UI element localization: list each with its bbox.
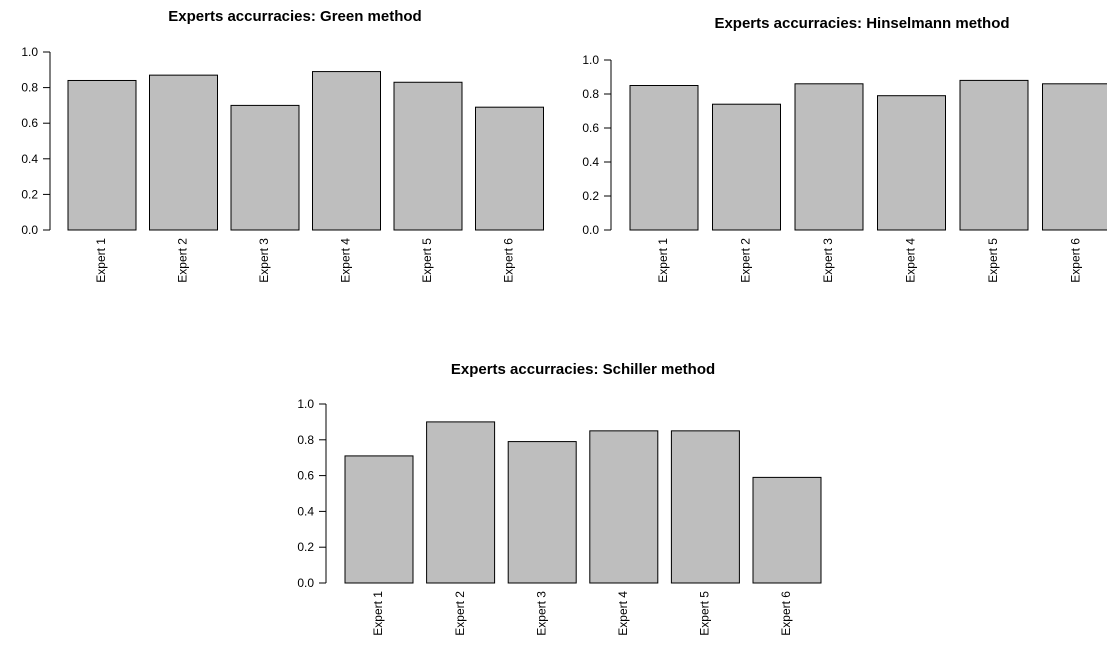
bar-1 (67, 79, 137, 231)
y-tick-label: 0.8 (582, 87, 599, 101)
category-label: Expert 1 (371, 591, 385, 636)
category-label: Expert 2 (176, 238, 190, 283)
category-label: Expert 3 (821, 238, 835, 283)
category-label: Expert 5 (698, 591, 712, 636)
category-label: Expert 6 (502, 238, 516, 283)
category-label: Expert 6 (779, 591, 793, 636)
category-label: Expert 3 (534, 591, 548, 636)
bar-5 (959, 79, 1029, 231)
y-tick-label: 0.2 (21, 187, 38, 201)
category-label: Expert 6 (1069, 238, 1083, 283)
y-tick-label: 0.4 (582, 155, 599, 169)
y-tick-label: 0.8 (21, 81, 38, 95)
y-tick-label: 1.0 (582, 53, 599, 67)
bar-2 (426, 421, 496, 584)
category-label: Expert 5 (986, 238, 1000, 283)
category-label: Expert 4 (616, 591, 630, 636)
bar-6 (752, 476, 822, 584)
y-tick-label: 0.2 (297, 540, 314, 554)
y-tick-label: 0.4 (21, 152, 38, 166)
category-label: Expert 5 (420, 238, 434, 283)
y-tick-label: 0.6 (582, 121, 599, 135)
bar-4 (589, 430, 659, 584)
chart-3: Experts accurracies: Schiller method 0.0 0… (297, 361, 822, 636)
category-label: Expert 1 (656, 238, 670, 283)
chart-title: Experts accurracies: Green method (168, 8, 421, 25)
chart-1: Experts accurracies: Green method 0.0 0.2 0… (21, 8, 544, 283)
bar-2 (149, 74, 218, 231)
y-tick-label: 1.0 (297, 397, 314, 411)
bar-3 (230, 104, 300, 231)
bar-6 (1042, 83, 1107, 231)
bar-5 (393, 81, 463, 231)
bar-6 (475, 106, 544, 231)
y-tick-label: 0.2 (582, 189, 599, 203)
category-label: Expert 1 (94, 238, 108, 283)
y-tick-label: 0.6 (21, 116, 38, 130)
y-tick-label: 0.8 (297, 433, 314, 447)
y-tick-label: 0.0 (21, 223, 38, 237)
category-label: Expert 4 (339, 238, 353, 283)
bar-3 (507, 441, 577, 584)
bar-5 (670, 430, 740, 584)
bar-4 (312, 71, 381, 231)
y-tick-label: 0.0 (297, 576, 314, 590)
chart-title: Experts accurracies: Schiller method (451, 361, 715, 378)
category-label: Expert 2 (453, 591, 467, 636)
bar-1 (344, 455, 414, 584)
category-label: Expert 4 (904, 238, 918, 283)
category-label: Expert 3 (257, 238, 271, 283)
y-tick-label: 0.0 (582, 223, 599, 237)
chart-title: Experts accurracies: Hinselmann method (714, 15, 1009, 32)
chart-2: Experts accurracies: Hinselmann method 0.… (582, 15, 1107, 283)
y-tick-label: 0.6 (297, 469, 314, 483)
y-tick-label: 1.0 (21, 45, 38, 59)
bar-2 (712, 103, 781, 231)
bar-1 (629, 85, 699, 231)
bar-4 (877, 95, 946, 231)
category-label: Expert 2 (739, 238, 753, 283)
bar-3 (794, 83, 864, 231)
y-tick-label: 0.4 (297, 504, 314, 518)
